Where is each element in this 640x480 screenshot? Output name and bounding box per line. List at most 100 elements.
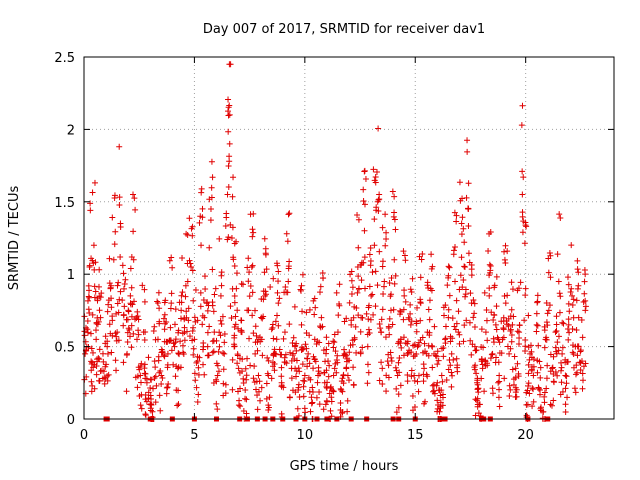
data-point	[116, 194, 123, 201]
data-point	[296, 393, 303, 400]
data-point	[470, 297, 477, 304]
data-point	[254, 347, 261, 354]
data-point	[475, 410, 482, 417]
data-point	[180, 351, 187, 358]
data-point	[425, 284, 432, 291]
data-point	[337, 407, 344, 414]
data-point	[355, 312, 362, 319]
data-point	[514, 328, 521, 335]
data-point	[113, 337, 120, 344]
data-point	[509, 286, 516, 293]
data-point	[551, 379, 558, 386]
data-point	[244, 355, 251, 362]
data-point	[84, 317, 91, 324]
data-point	[130, 330, 137, 337]
data-point	[449, 315, 456, 322]
plot-frame	[83, 56, 615, 420]
data-point	[455, 308, 462, 315]
data-point	[332, 348, 339, 355]
data-point	[237, 403, 244, 410]
data-point	[378, 359, 385, 366]
data-point	[574, 343, 581, 350]
data-point	[181, 324, 188, 331]
data-point	[470, 314, 477, 321]
data-point	[468, 351, 475, 358]
data-point	[361, 254, 368, 261]
data-point	[323, 397, 330, 404]
data-point	[127, 265, 134, 272]
data-point	[193, 384, 200, 391]
data-point	[120, 285, 127, 292]
data-point	[275, 268, 282, 275]
data-point	[316, 389, 323, 396]
data-point	[447, 362, 454, 369]
data-point	[507, 327, 514, 334]
data-point	[413, 351, 420, 358]
data-point	[331, 331, 338, 338]
data-point	[434, 348, 441, 355]
data-point	[268, 326, 275, 333]
data-point	[569, 292, 576, 299]
data-point	[512, 374, 519, 381]
data-point	[295, 381, 302, 388]
data-point	[549, 365, 556, 372]
data-point	[110, 256, 117, 263]
data-point	[452, 243, 458, 250]
data-point	[415, 372, 422, 379]
data-point	[120, 359, 127, 366]
data-point	[260, 288, 267, 295]
data-point	[170, 361, 177, 368]
data-point	[577, 359, 584, 366]
y-tick-label: 0.5	[54, 341, 75, 356]
data-point	[553, 321, 560, 328]
data-point	[395, 404, 402, 411]
data-point	[463, 194, 470, 201]
data-point	[270, 275, 277, 282]
axis-ticks: 0 5 10 15 20 0 0.5 1 1.5 2 2.5	[54, 51, 614, 443]
data-point	[457, 272, 464, 279]
data-point	[254, 392, 261, 399]
data-point	[372, 303, 379, 310]
data-point	[576, 359, 583, 366]
data-point	[544, 362, 551, 369]
data-point	[360, 198, 367, 205]
data-point	[120, 270, 127, 277]
data-point	[435, 357, 442, 364]
data-point	[496, 378, 503, 385]
data-point	[379, 258, 386, 265]
data-point	[391, 280, 398, 287]
data-point	[229, 193, 236, 200]
data-point	[578, 316, 585, 323]
data-point	[222, 381, 229, 388]
data-point	[491, 312, 498, 319]
data-point	[160, 315, 167, 322]
data-point	[178, 292, 185, 299]
data-point	[242, 387, 249, 394]
data-point	[96, 266, 103, 273]
data-point	[460, 225, 467, 232]
data-point	[189, 337, 196, 344]
data-point	[190, 324, 197, 331]
data-point	[340, 371, 347, 378]
data-point	[193, 359, 200, 366]
data-point	[116, 296, 123, 303]
data-point	[433, 353, 440, 360]
data-point	[581, 290, 588, 297]
data-point	[271, 361, 278, 368]
data-point	[141, 286, 148, 293]
data-point	[226, 153, 233, 160]
data-point	[452, 278, 458, 285]
data-point	[285, 211, 292, 218]
data-point	[461, 263, 468, 270]
data-point	[563, 380, 570, 387]
data-point	[496, 386, 503, 393]
data-point	[274, 312, 281, 319]
data-point	[86, 262, 93, 269]
data-point	[98, 367, 105, 374]
data-point	[529, 403, 536, 410]
data-point	[181, 337, 188, 344]
data-point	[104, 343, 111, 350]
data-point	[119, 262, 126, 269]
data-point	[235, 402, 242, 409]
data-point	[411, 403, 418, 410]
